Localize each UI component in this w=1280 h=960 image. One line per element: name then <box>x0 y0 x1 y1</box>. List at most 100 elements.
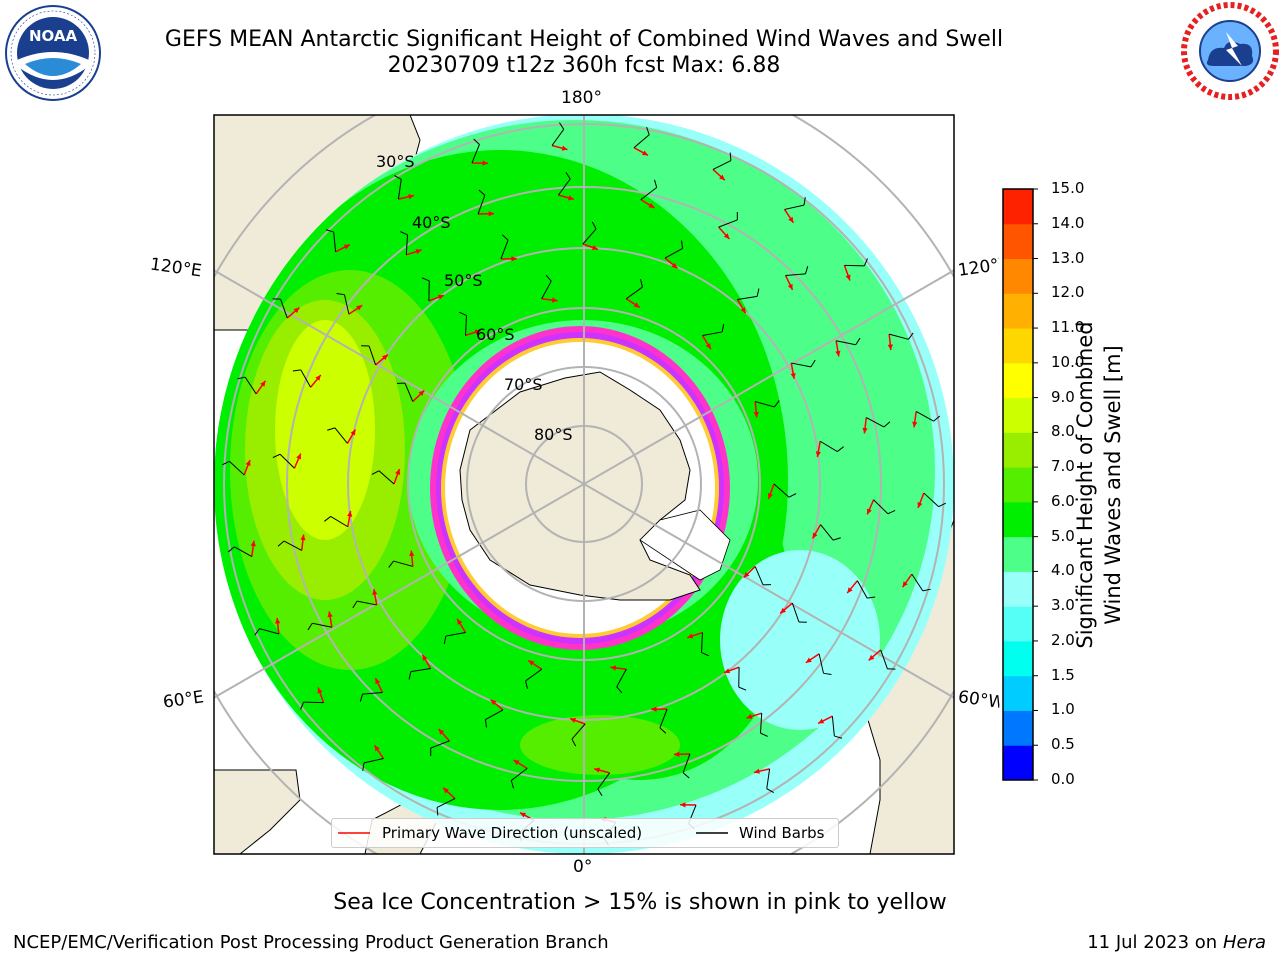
colorbar-bin <box>1003 189 1033 225</box>
wind-barb-flag <box>254 628 260 636</box>
wind-barb-flag <box>501 234 509 241</box>
wind-barb <box>640 187 658 201</box>
wind-barb <box>759 713 763 734</box>
wave-direction-arrowhead <box>315 374 321 381</box>
wave-direction-arrowhead <box>917 501 923 508</box>
colorbar-bin <box>1003 606 1033 642</box>
wind-barb <box>279 453 295 469</box>
colorbar-tick-label: 1.5 <box>1051 665 1075 684</box>
wave-direction-arrowhead <box>912 421 918 428</box>
wave-direction-arrowhead <box>356 305 363 311</box>
footer-credit: NCEP/EMC/Verification Post Processing Pr… <box>13 932 609 953</box>
wind-barb <box>557 178 571 196</box>
wind-barb <box>259 628 279 635</box>
wind-barb-flag <box>525 680 529 689</box>
wave-direction-arrowhead <box>317 687 323 694</box>
wave-direction-arrowhead <box>818 718 825 724</box>
wave-direction-arrowhead <box>680 802 686 808</box>
wind-barb-flag <box>421 277 430 282</box>
wave-direction-arrowhead <box>382 354 388 361</box>
map-legend: Primary Wave Direction (unscaled) Wind B… <box>331 818 839 848</box>
wave-direction-arrowhead <box>633 302 640 308</box>
wind-barb <box>819 440 838 452</box>
wind-barb <box>915 411 934 422</box>
wind-barb <box>362 692 383 695</box>
colorbar-bin <box>1003 745 1033 781</box>
sea-ice-note: Sea Ice Concentration > 15% is shown in … <box>333 890 947 915</box>
wind-barb-flag <box>371 470 380 475</box>
wave-direction-arrowhead <box>687 633 694 639</box>
colorbar-tick-label: 13.0 <box>1051 248 1085 267</box>
wind-barb-flag <box>484 719 488 728</box>
lon-label-0: 0° <box>573 857 593 877</box>
wind-barb-flag <box>327 427 336 431</box>
wind-barb <box>333 231 337 252</box>
wind-barb <box>856 580 868 599</box>
wave-direction-arrowhead <box>594 767 601 773</box>
wind-barb-flag <box>227 546 235 553</box>
wave-direction-arrowhead <box>474 329 481 335</box>
wind-barb <box>582 228 597 245</box>
wind-barb <box>445 632 466 637</box>
wind-barb <box>378 470 395 485</box>
wind-barb <box>836 340 856 346</box>
wave-direction-arrowhead <box>868 654 875 661</box>
wave-direction-arrowhead <box>746 713 753 719</box>
wave-direction-swatch <box>338 832 370 834</box>
wind-barb <box>873 499 889 515</box>
wind-barb-flag <box>436 807 439 816</box>
noaa-logo-text: NOAA <box>29 27 78 45</box>
wind-barb-flag <box>325 229 334 233</box>
wind-barb <box>234 546 253 557</box>
wind-barb-flag <box>682 772 690 779</box>
wind-barb <box>551 129 565 146</box>
wave-direction-arrowhead <box>790 373 796 379</box>
wind-barb <box>659 708 668 728</box>
wind-barb-flag <box>766 788 774 794</box>
wind-barb-flag <box>646 127 650 135</box>
wave-direction-arrowhead <box>245 460 251 467</box>
wind-barb <box>436 798 456 808</box>
wind-barb-flag <box>922 588 931 592</box>
colorbar-title: Significant Height of Combined Wind Wave… <box>1073 321 1125 649</box>
wind-barb-flag <box>832 537 841 541</box>
wind-barb <box>866 417 885 428</box>
wave-direction-arrowhead <box>457 618 463 625</box>
wind-barb-flag <box>597 788 603 797</box>
wave-direction-arrowhead <box>719 174 725 181</box>
wind-barb-flag <box>352 600 358 609</box>
map-title: GEFS MEAN Antarctic Significant Height o… <box>164 27 1004 52</box>
colorbar-bin <box>1003 258 1033 294</box>
wind-barb <box>465 315 467 336</box>
wave-direction-arrowhead <box>780 607 786 614</box>
wave-direction-arrowhead <box>723 233 730 239</box>
wind-barb <box>791 362 812 368</box>
wind-barb-flag <box>867 596 876 599</box>
wave-direction-arrowhead <box>415 249 422 255</box>
colorbar-bin <box>1003 571 1033 607</box>
colorbar-tick-label: 12.0 <box>1051 283 1085 302</box>
colorbar-bin <box>1003 501 1033 538</box>
wind-barb-flag <box>272 453 281 458</box>
colorbar-bin <box>1003 640 1033 677</box>
wind-barb <box>880 649 888 670</box>
wind-barb-flag <box>388 560 394 568</box>
noaa-logo: NOAA <box>5 5 101 101</box>
wave-direction-arrowhead <box>513 760 520 766</box>
wind-barb <box>510 767 528 781</box>
wind-barb <box>633 134 650 149</box>
wave-direction-arrowhead <box>567 195 574 201</box>
wave-direction-arrowhead <box>350 429 356 436</box>
wind-barb <box>664 247 683 259</box>
wave-direction-arrowhead <box>375 678 381 685</box>
wind-barb <box>818 653 825 674</box>
wind-barb-flag <box>559 122 565 130</box>
colorbar-bin <box>1003 536 1033 572</box>
wind-barb <box>737 295 758 300</box>
wave-direction-arrowhead <box>372 589 378 595</box>
wind-barb-flag <box>616 686 623 694</box>
wave-direction-arrowhead <box>610 665 617 671</box>
wave-direction-arrowhead <box>437 294 444 300</box>
wind-barb <box>393 560 413 567</box>
legend-wave-direction: Primary Wave Direction (unscaled) <box>382 824 643 842</box>
